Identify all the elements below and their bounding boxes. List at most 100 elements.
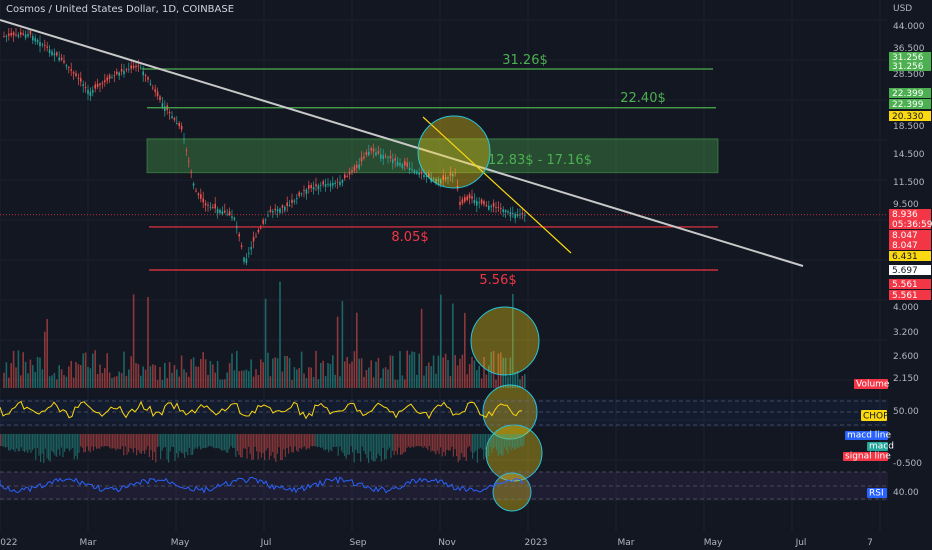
macd-hist: [219, 434, 221, 449]
volume-bar: [226, 372, 228, 388]
candle-body: [372, 148, 375, 152]
macd-hist: [32, 434, 34, 451]
candle-body: [392, 159, 394, 164]
macd-hist: [417, 434, 419, 447]
macd-hist: [123, 434, 125, 456]
macd-hist: [476, 434, 478, 463]
macd-hist: [451, 434, 453, 447]
macd-hist: [224, 434, 226, 451]
price-tick: 2.600: [893, 352, 919, 362]
signal-line-label-bg: [843, 452, 888, 461]
candle-body: [183, 139, 185, 141]
macd-hist: [110, 434, 112, 449]
macd-label-bg: [867, 442, 888, 451]
volume-bar: [432, 355, 435, 388]
macd-hist: [316, 434, 318, 448]
macd-hist: [249, 434, 251, 454]
volume-bar: [334, 374, 336, 388]
macd-hist: [200, 434, 202, 450]
macd-hist: [177, 434, 179, 458]
volume-bar: [483, 356, 485, 388]
volume-bar: [480, 378, 483, 388]
level-label: 22.40$: [620, 91, 666, 106]
macd-hist: [142, 434, 144, 452]
level-label-zone: 12.83$ - 17.16$: [488, 153, 592, 168]
time-tick: May: [171, 538, 190, 548]
macd-hist: [164, 434, 166, 448]
macd-hist: [217, 434, 219, 449]
macd-hist: [384, 434, 386, 460]
macd-hist: [88, 434, 90, 451]
candle-body: [221, 211, 224, 215]
candle-body: [272, 211, 274, 213]
macd-hist: [139, 434, 141, 453]
volume-bar: [84, 352, 87, 388]
macd-hist: [276, 434, 278, 454]
volume-bar: [452, 303, 454, 388]
candle-body: [516, 214, 519, 217]
macd-hist: [246, 434, 248, 459]
candle-body: [113, 75, 116, 77]
macd-hist: [208, 434, 210, 447]
volume-bar: [389, 355, 392, 388]
candle-body: [365, 152, 368, 155]
candle-body: [497, 206, 500, 208]
macd-hist: [158, 434, 160, 447]
macd-hist: [225, 434, 227, 453]
macd-hist: [515, 434, 517, 450]
highlight-circle: [470, 306, 540, 376]
candle-body: [524, 214, 526, 216]
candle-body: [154, 89, 156, 92]
candle-body: [123, 70, 125, 75]
macd-hist: [406, 434, 408, 448]
volume-bar: [485, 374, 488, 388]
price-tag-bg: [889, 219, 931, 229]
candle-body: [233, 217, 236, 220]
macd-hist: [480, 434, 482, 448]
macd-hist: [3, 434, 5, 447]
candle-body: [60, 57, 63, 60]
volume-bar: [190, 359, 192, 388]
volume-bar: [48, 376, 51, 388]
macd-hist: [500, 434, 502, 456]
yellow-trendline: [422, 116, 572, 254]
macd-hist: [286, 434, 288, 449]
macd-hist: [430, 434, 432, 452]
macd-hist: [206, 434, 208, 448]
macd-hist: [185, 434, 187, 452]
macd-hist: [179, 434, 181, 452]
macd-hist: [113, 434, 115, 449]
macd-hist: [57, 434, 59, 450]
candle-body: [202, 198, 204, 203]
volume-bar: [284, 356, 286, 388]
macd-hist: [371, 434, 373, 460]
macd-hist: [73, 434, 75, 460]
volume-bar: [401, 375, 404, 388]
volume-bar: [437, 355, 440, 388]
volume-bar: [442, 357, 444, 388]
volume-bar: [82, 353, 84, 388]
macd-hist: [152, 434, 154, 460]
macd-hist: [49, 434, 51, 462]
volume-bar: [521, 375, 524, 388]
macd-hist: [62, 434, 64, 458]
macd-hist: [20, 434, 22, 448]
macd-hist: [260, 434, 262, 458]
candle-body: [466, 196, 468, 200]
macd-hist: [168, 434, 170, 463]
macd-hist: [300, 434, 302, 450]
price-tick: 44.000: [893, 22, 925, 32]
volume-bar: [202, 352, 204, 388]
macd-hist: [72, 434, 74, 448]
macd-hist: [297, 434, 299, 452]
macd-hist: [112, 434, 114, 449]
volume-bar: [372, 377, 375, 388]
volume-bar: [171, 372, 173, 388]
candle-body: [41, 43, 44, 45]
volume-bar: [120, 373, 123, 388]
volume-bar: [125, 375, 128, 388]
candle-body: [423, 175, 425, 178]
candle-body: [504, 210, 507, 213]
macd-hist: [323, 434, 325, 450]
